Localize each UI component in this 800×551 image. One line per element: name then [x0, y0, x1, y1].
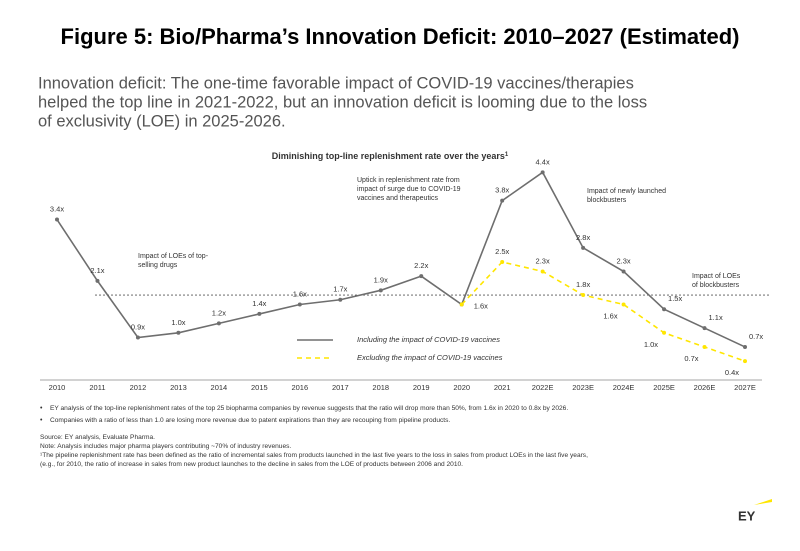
- value-label: 3.4x: [50, 205, 64, 214]
- x-tick-label: 2026E: [694, 383, 716, 392]
- x-tick-label: 2017: [332, 383, 349, 392]
- x-tick-label: 2024E: [613, 383, 635, 392]
- value-label: 1.7x: [333, 285, 347, 294]
- point: [540, 170, 545, 175]
- value-label: 1.8x: [576, 280, 590, 289]
- series-line: [461, 261, 746, 362]
- x-tick-label: 2016: [291, 383, 308, 392]
- point: [500, 260, 505, 264]
- value-label: 1.2x: [212, 308, 226, 317]
- point: [95, 278, 100, 283]
- chart-title: Diminishing top-line replenishment rate …: [272, 151, 509, 161]
- annotation: Impact of LOEs of top-: [138, 253, 209, 260]
- bullet: Companies with a ratio of less than 1.0 …: [50, 417, 450, 424]
- note: Note: Analysis includes major pharma pla…: [40, 443, 291, 450]
- point: [419, 274, 424, 279]
- subtitle: of exclusivity (LOE) in 2025-2026.: [38, 112, 286, 130]
- point: [500, 198, 505, 203]
- x-tick-label: 2015: [251, 383, 268, 392]
- value-label: 1.6x: [474, 301, 488, 310]
- x-tick-label: 2014: [211, 383, 228, 392]
- value-label: 1.5x: [668, 294, 682, 303]
- value-label: 2.1x: [90, 266, 104, 275]
- note: (e.g., for 2010, the ratio of increase i…: [40, 461, 463, 468]
- logo: EY: [738, 508, 756, 523]
- value-label: 4.4x: [536, 157, 550, 166]
- series-line: [56, 171, 746, 348]
- value-label: 2.5x: [495, 247, 509, 256]
- point: [581, 245, 586, 250]
- point: [662, 330, 667, 335]
- point: [135, 335, 140, 340]
- annotation: vaccines and therapeutics: [357, 195, 438, 202]
- logo-mark: [754, 499, 772, 505]
- x-tick-label: 2013: [170, 383, 187, 392]
- point: [55, 217, 59, 222]
- x-tick-label: 2027E: [734, 383, 756, 392]
- annotation: Uptick in replenishment rate from: [357, 177, 460, 184]
- point: [702, 344, 707, 349]
- value-label: 3.8x: [495, 186, 509, 195]
- point: [662, 307, 667, 312]
- legend-label: Excluding the impact of COVID-19 vaccine…: [357, 353, 503, 362]
- annotation: Impact of LOEs: [692, 273, 741, 280]
- value-label: 2.2x: [414, 261, 428, 270]
- x-tick-label: 2023E: [572, 383, 594, 392]
- x-tick-label: 2022E: [532, 383, 554, 392]
- point: [176, 330, 181, 335]
- value-label: 1.0x: [171, 318, 185, 327]
- annotation: blockbusters: [587, 197, 627, 204]
- point: [297, 302, 302, 307]
- point: [459, 302, 464, 307]
- value-label: 1.1x: [709, 313, 723, 322]
- bullet-dot: •: [40, 417, 43, 424]
- x-tick-label: 2025E: [653, 383, 675, 392]
- point: [743, 359, 747, 364]
- value-label: 2.8x: [576, 233, 590, 242]
- x-tick-label: 2020: [453, 383, 470, 392]
- value-label: 0.9x: [131, 323, 145, 332]
- point: [621, 269, 626, 274]
- chart-title-text: Diminishing top-line replenishment rate …: [272, 151, 505, 161]
- note: ¹The pipeline replenishment rate has bee…: [40, 452, 588, 459]
- x-tick-label: 2010: [49, 383, 66, 392]
- figure-title: Figure 5: Bio/Pharma’s Innovation Defici…: [61, 24, 740, 49]
- point: [581, 293, 586, 298]
- x-tick-label: 2012: [130, 383, 147, 392]
- point: [257, 311, 262, 316]
- value-label: 1.0x: [644, 340, 658, 349]
- bullet: EY analysis of the top-line replenishmen…: [50, 405, 568, 412]
- note: Source: EY analysis, Evaluate Pharma.: [40, 434, 155, 441]
- chart-title-note: 1: [505, 152, 509, 158]
- x-tick-label: 2019: [413, 383, 430, 392]
- annotation: impact of surge due to COVID-19: [357, 186, 461, 193]
- point: [216, 321, 221, 326]
- bullet-dot: •: [40, 405, 43, 412]
- value-label: 1.6x: [603, 311, 617, 320]
- value-label: 2.3x: [536, 256, 550, 265]
- subtitle: helped the top line in 2021-2022, but an…: [38, 93, 647, 111]
- x-tick-label: 2011: [89, 383, 105, 392]
- annotation: of blockbusters: [692, 282, 740, 289]
- value-label: 1.4x: [252, 299, 266, 308]
- x-tick-label: 2021: [494, 383, 511, 392]
- value-label: 0.7x: [684, 354, 698, 363]
- value-label: 1.6x: [293, 289, 307, 298]
- subtitle: Innovation deficit: The one-time favorab…: [38, 74, 634, 92]
- value-label: 0.4x: [725, 368, 739, 377]
- point: [702, 326, 707, 331]
- value-label: 0.7x: [749, 332, 763, 341]
- point: [338, 297, 343, 302]
- x-tick-label: 2018: [372, 383, 389, 392]
- point: [743, 344, 747, 349]
- annotation: Impact of newly launched: [587, 188, 666, 195]
- value-label: 1.9x: [374, 275, 388, 284]
- annotation: selling drugs: [138, 262, 178, 269]
- point: [621, 302, 626, 307]
- value-label: 2.3x: [616, 256, 630, 265]
- legend-label: Including the impact of COVID-19 vaccine…: [357, 335, 500, 344]
- point: [540, 269, 545, 274]
- point: [378, 288, 383, 293]
